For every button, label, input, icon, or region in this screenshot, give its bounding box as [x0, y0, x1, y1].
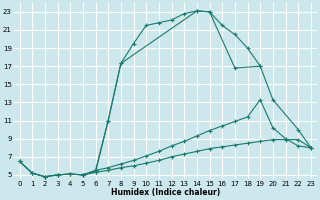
X-axis label: Humidex (Indice chaleur): Humidex (Indice chaleur): [111, 188, 220, 197]
